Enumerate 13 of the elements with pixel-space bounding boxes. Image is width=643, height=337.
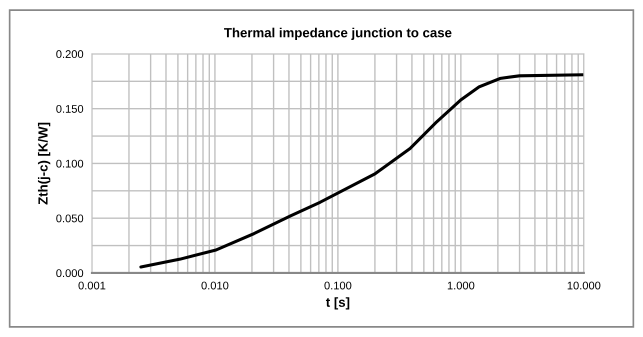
y-axis-title: Zth(j-c) [K/W] [38,122,50,204]
x-tick-label: 0.010 [201,282,228,290]
y-tick-label: 0.100 [56,160,84,168]
y-tick-label: 0.200 [56,50,84,58]
y-tick-label: 0.000 [56,269,84,278]
x-tick-label: 0.100 [324,282,352,290]
x-tick-label: 0.001 [78,282,106,290]
chart-title: Thermal impedance junction to case [224,28,452,40]
x-axis-title: t [s] [326,297,350,310]
y-tick-label: 0.050 [56,214,84,222]
x-tick-label: 1.000 [448,282,474,290]
y-tick-label: 0.150 [56,104,84,113]
x-tick-label: 10.000 [568,282,600,290]
